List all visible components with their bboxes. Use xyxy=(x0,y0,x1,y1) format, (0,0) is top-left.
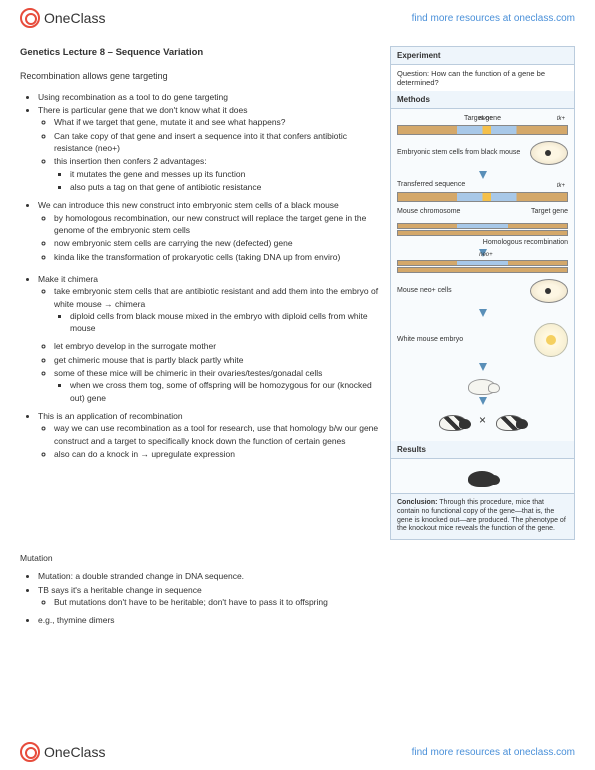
diagram-question: Question: How can the function of a gene… xyxy=(391,65,574,91)
arrow-icon xyxy=(479,171,487,179)
bullet: Mutation: a double stranded change in DN… xyxy=(38,570,575,582)
chromosome-pair xyxy=(397,223,568,236)
diagram-conclusion: Conclusion: Through this procedure, mice… xyxy=(391,493,574,539)
sub-bullet: But mutations don't have to be heritable… xyxy=(54,596,575,608)
chromosome xyxy=(397,230,568,236)
conclusion-heading: Conclusion: xyxy=(397,499,437,506)
sub-bullet: by homologous recombination, our new con… xyxy=(54,212,380,237)
sub-bullet: this insertion then confers 2 advantages… xyxy=(54,155,380,193)
header-link[interactable]: find more resources at oneclass.com xyxy=(412,13,575,24)
arrow-icon xyxy=(479,363,487,371)
bullet: Make it chimera take embryonic stem cell… xyxy=(38,273,380,404)
sub-bullet: now embryonic stem cells are carrying th… xyxy=(54,237,380,249)
knockout-mouse-icon xyxy=(464,465,502,487)
logo-icon xyxy=(20,8,40,28)
gene-construct: neo+ tk+ xyxy=(397,125,568,135)
transferred-label: Transferred sequence xyxy=(397,181,568,189)
sub-bullet: kinda like the transformation of prokary… xyxy=(54,251,380,263)
sub-bullet: also can do a knock in → upregulate expr… xyxy=(54,448,380,460)
brand-name: OneClass xyxy=(44,10,105,26)
tk-label: tk+ xyxy=(557,183,565,189)
white-embryo-label: White mouse embryo xyxy=(397,336,528,344)
mutation-section: Mutation Mutation: a double stranded cha… xyxy=(0,552,595,627)
header: OneClass find more resources at oneclass… xyxy=(0,0,595,36)
arrow-icon xyxy=(479,309,487,317)
hom-recomb-label: Homologous recombination xyxy=(397,239,568,247)
target-gene-label2: Target gene xyxy=(486,208,569,216)
white-mouse-icon xyxy=(464,373,502,395)
diagram-exp-header: Experiment xyxy=(391,47,574,65)
logo-icon xyxy=(20,742,40,762)
section-heading: Recombination allows gene targeting xyxy=(20,70,380,83)
chromosome xyxy=(397,223,568,229)
chromosome: neo+ xyxy=(397,260,568,266)
page-title: Genetics Lecture 8 – Sequence Variation xyxy=(20,46,380,60)
sub-bullet: What if we target that gene, mutate it a… xyxy=(54,116,380,128)
recombined-pair: neo+ xyxy=(397,260,568,273)
sub-bullet: way we can use recombination as a tool f… xyxy=(54,422,380,447)
bullet: This is an application of recombination … xyxy=(38,410,380,460)
chromosome xyxy=(397,267,568,273)
bullet: There is particular gene that we don't k… xyxy=(38,104,380,193)
logo: OneClass xyxy=(20,8,105,28)
sub-bullet: some of these mice will be chimeric in t… xyxy=(54,367,380,404)
embryo-icon xyxy=(534,323,568,357)
arrow-icon xyxy=(479,397,487,405)
chimera-mouse-icon xyxy=(492,409,530,431)
bullet: We can introduce this new construct into… xyxy=(38,199,380,263)
brand-name: OneClass xyxy=(44,744,105,760)
bullet: TB says it's a heritable change in seque… xyxy=(38,584,575,609)
diagram-methods-header: Methods xyxy=(391,91,574,109)
mouse-chrom-label: Mouse chromosome xyxy=(397,208,480,216)
tk-label: tk+ xyxy=(557,116,565,122)
sub-sub-bullet: diploid cells from black mouse mixed in … xyxy=(70,310,380,335)
bullet: Using recombination as a tool to do gene… xyxy=(38,91,380,103)
esc-label: Embryonic stem cells from black mouse xyxy=(397,149,524,157)
chimera-cross: × xyxy=(397,409,568,431)
logo: OneClass xyxy=(20,742,105,762)
sub-bullet: take embryonic stem cells that are antib… xyxy=(54,285,380,334)
mutation-heading: Mutation xyxy=(20,552,575,564)
neo-cells-label: Mouse neo+ cells xyxy=(397,287,524,295)
sub-bullet: let embryo develop in the surrogate moth… xyxy=(54,340,380,352)
page-body: Genetics Lecture 8 – Sequence Variation … xyxy=(0,36,595,540)
diagram-body: Target gene neo+ tk+ Embryonic stem cell… xyxy=(391,109,574,441)
sub-sub-bullet: when we cross them tog, some of offsprin… xyxy=(70,379,380,404)
experiment-diagram: Experiment Question: How can the functio… xyxy=(390,46,575,540)
cross-symbol: × xyxy=(479,413,486,427)
sub-bullet: Can take copy of that gene and insert a … xyxy=(54,130,380,155)
lecture-notes: Genetics Lecture 8 – Sequence Variation … xyxy=(20,46,380,540)
bullet: e.g., thymine dimers xyxy=(38,614,575,626)
chimera-mouse-icon xyxy=(435,409,473,431)
sub-sub-bullet: it mutates the gene and messes up its fu… xyxy=(70,168,380,180)
sub-bullet: get chimeric mouse that is partly black … xyxy=(54,354,380,366)
transferred-sequence: tk+ xyxy=(397,192,568,202)
footer-link[interactable]: find more resources at oneclass.com xyxy=(412,747,575,758)
sub-sub-bullet: also puts a tag on that gene of antibiot… xyxy=(70,181,380,193)
petri-dish-icon xyxy=(530,279,568,303)
petri-dish-icon xyxy=(530,141,568,165)
diagram-results-header: Results xyxy=(391,441,574,459)
footer: OneClass find more resources at oneclass… xyxy=(0,734,595,770)
neo-label: neo+ xyxy=(479,116,493,122)
